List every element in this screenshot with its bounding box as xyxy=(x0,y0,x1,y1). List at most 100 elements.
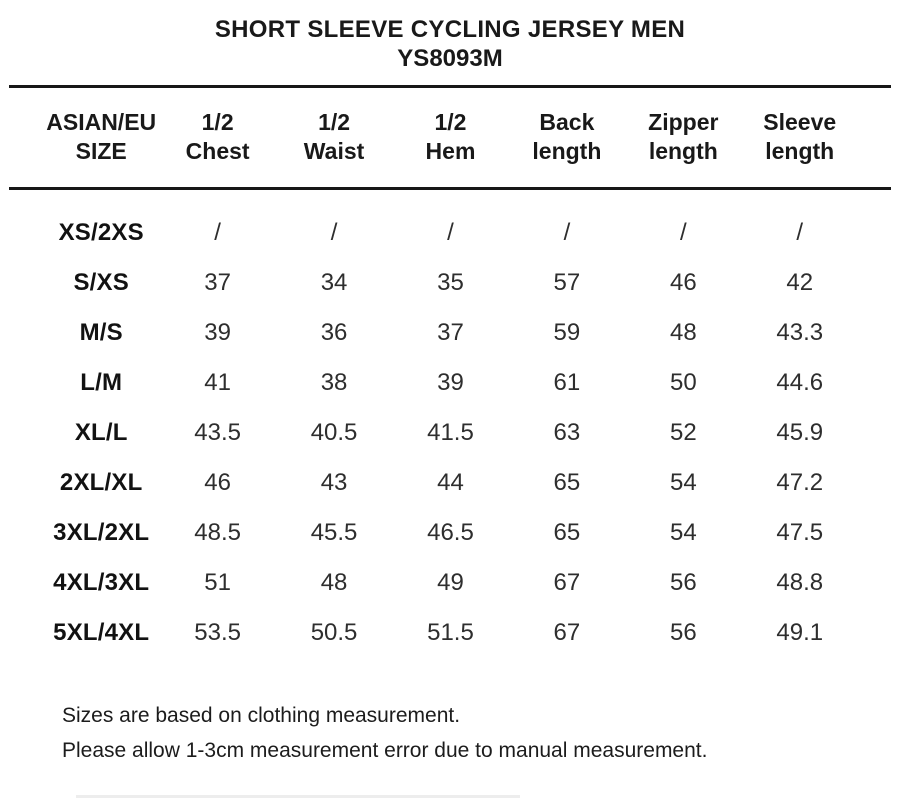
bottom-faint-divider xyxy=(76,795,520,798)
table-row: XL/L 43.5 40.5 41.5 63 52 45.9 xyxy=(43,408,858,458)
column-header-half-waist: 1/2 Waist xyxy=(276,108,392,166)
note-line: Sizes are based on clothing measurement. xyxy=(62,704,461,727)
value-cell: / xyxy=(679,219,687,246)
value-cell: 41 xyxy=(204,369,231,396)
column-header-label: length xyxy=(765,138,835,164)
value-cell: 49 xyxy=(437,569,464,596)
measurement-notes: Sizes are based on clothing measurement.… xyxy=(62,698,900,768)
value-cell: / xyxy=(563,219,571,246)
value-cell: / xyxy=(447,219,454,246)
value-cell: 67 xyxy=(553,619,581,646)
value-cell: 35 xyxy=(437,269,464,296)
column-header-label: Zipper xyxy=(648,109,719,135)
table-row: S/XS 37 34 35 57 46 42 xyxy=(43,258,858,308)
value-cell: 42 xyxy=(786,269,814,296)
table-row: XS/2XS / / / / / / xyxy=(43,208,858,258)
value-cell: 44 xyxy=(437,469,464,496)
column-header-size: ASIAN/EU SIZE xyxy=(43,108,159,166)
value-cell: 37 xyxy=(437,319,464,346)
value-cell: / xyxy=(214,219,221,246)
table-row: 2XL/XL 46 43 44 65 54 47.2 xyxy=(43,458,858,508)
value-cell: 36 xyxy=(320,319,348,346)
size-cell: XS/2XS xyxy=(58,219,144,246)
value-cell: 46 xyxy=(204,469,231,496)
size-cell: 5XL/4XL xyxy=(53,619,150,646)
column-header-back-length: Back length xyxy=(509,108,625,166)
size-cell: M/S xyxy=(79,319,123,346)
value-cell: 47.2 xyxy=(776,469,824,496)
note-line: Please allow 1-3cm measurement error due… xyxy=(62,739,708,762)
column-header-label: Sleeve xyxy=(763,109,837,135)
column-header-label: 1/2 xyxy=(201,109,234,135)
column-header-label: ASIAN/EU xyxy=(46,109,157,135)
value-cell: 48.5 xyxy=(194,519,241,546)
size-cell: 2XL/XL xyxy=(59,469,143,496)
divider-top xyxy=(9,85,891,88)
value-cell: 40.5 xyxy=(310,419,358,446)
product-model-code: YS8093M xyxy=(397,45,503,72)
chart-header: SHORT SLEEVE CYCLING JERSEY MEN YS8093M xyxy=(0,0,900,73)
value-cell: 50.5 xyxy=(310,619,358,646)
value-cell: / xyxy=(796,219,804,246)
value-cell: 65 xyxy=(553,519,581,546)
value-cell: 37 xyxy=(204,269,231,296)
size-cell: 3XL/2XL xyxy=(53,519,150,546)
value-cell: 63 xyxy=(553,419,581,446)
value-cell: 39 xyxy=(437,369,464,396)
value-cell: 51.5 xyxy=(427,619,474,646)
column-header-half-hem: 1/2 Hem xyxy=(392,108,508,166)
value-cell: 54 xyxy=(669,519,697,546)
value-cell: 45.9 xyxy=(776,419,824,446)
value-cell: 49.1 xyxy=(776,619,824,646)
column-header-label: Back xyxy=(539,109,595,135)
value-cell: 48 xyxy=(320,569,348,596)
size-cell: L/M xyxy=(80,369,123,396)
column-header-label: SIZE xyxy=(75,138,127,164)
value-cell: 34 xyxy=(320,269,348,296)
value-cell: 54 xyxy=(669,469,697,496)
value-cell: 61 xyxy=(553,369,581,396)
table-row: 4XL/3XL 51 48 49 67 56 48.8 xyxy=(43,558,858,608)
value-cell: 41.5 xyxy=(427,419,474,446)
value-cell: 43.3 xyxy=(776,319,824,346)
table-row: 5XL/4XL 53.5 50.5 51.5 67 56 49.1 xyxy=(43,608,858,658)
value-cell: 59 xyxy=(553,319,581,346)
divider-header xyxy=(9,187,891,190)
column-header-label: Waist xyxy=(303,138,365,164)
table-row: 3XL/2XL 48.5 45.5 46.5 65 54 47.5 xyxy=(43,508,858,558)
column-header-zipper-length: Zipper length xyxy=(625,108,741,166)
column-header-label: length xyxy=(648,138,718,164)
column-header-sleeve-length: Sleeve length xyxy=(742,108,858,166)
value-cell: 48.8 xyxy=(776,569,824,596)
value-cell: 53.5 xyxy=(194,619,241,646)
value-cell: / xyxy=(330,219,338,246)
column-header-label: Chest xyxy=(185,138,250,164)
value-cell: 57 xyxy=(553,269,581,296)
table-row: M/S 39 36 37 59 48 43.3 xyxy=(43,308,858,358)
value-cell: 47.5 xyxy=(776,519,824,546)
table-row: L/M 41 38 39 61 50 44.6 xyxy=(43,358,858,408)
value-cell: 52 xyxy=(669,419,697,446)
value-cell: 67 xyxy=(553,569,581,596)
value-cell: 48 xyxy=(669,319,697,346)
value-cell: 51 xyxy=(204,569,231,596)
value-cell: 43 xyxy=(320,469,348,496)
value-cell: 44.6 xyxy=(776,369,824,396)
value-cell: 46.5 xyxy=(427,519,474,546)
column-header-label: 1/2 xyxy=(434,109,467,135)
value-cell: 45.5 xyxy=(310,519,358,546)
value-cell: 56 xyxy=(669,569,697,596)
value-cell: 46 xyxy=(669,269,697,296)
value-cell: 56 xyxy=(669,619,697,646)
value-cell: 38 xyxy=(320,369,348,396)
value-cell: 65 xyxy=(553,469,581,496)
value-cell: 43.5 xyxy=(194,419,241,446)
size-cell: 4XL/3XL xyxy=(53,569,150,596)
column-header-half-chest: 1/2 Chest xyxy=(159,108,275,166)
table-header-row: ASIAN/EU SIZE 1/2 Chest 1/2 Waist 1/2 Hem Ba… xyxy=(43,88,858,187)
column-header-label: 1/2 xyxy=(318,109,351,135)
value-cell: 50 xyxy=(669,369,697,396)
column-header-label: length xyxy=(532,138,602,164)
value-cell: 39 xyxy=(204,319,231,346)
